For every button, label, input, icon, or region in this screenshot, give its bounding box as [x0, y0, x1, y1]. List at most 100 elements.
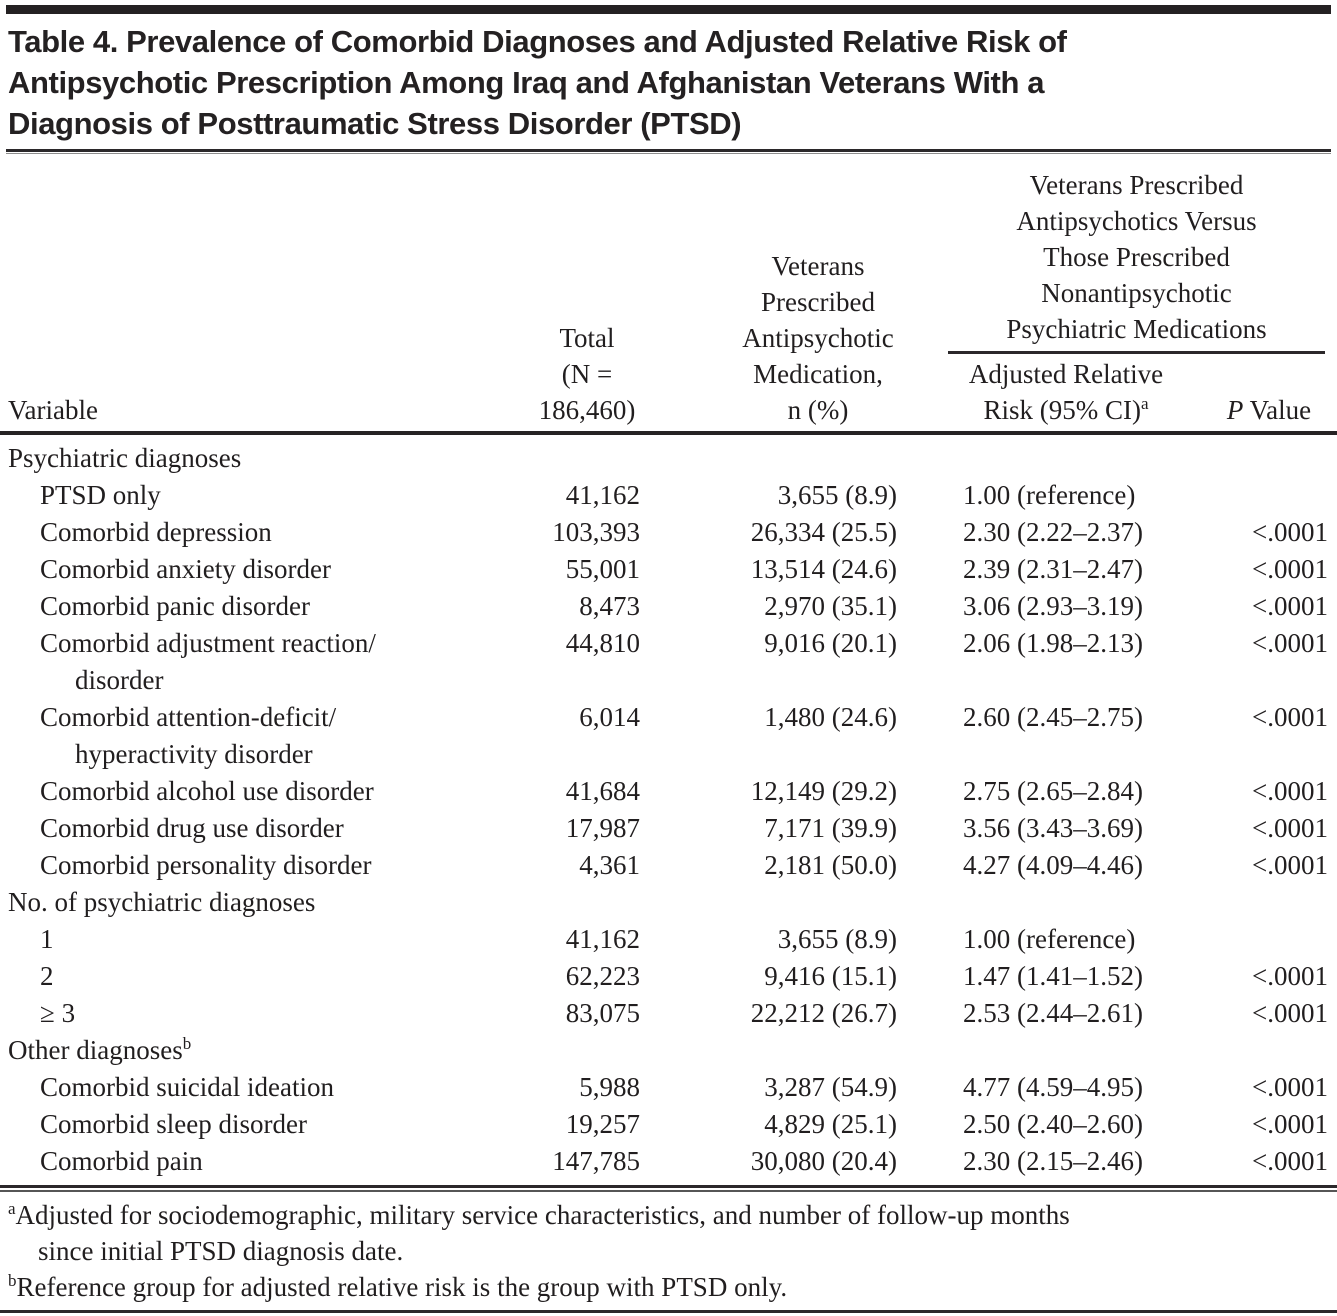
cell-n-percent: 1,480 (24.6)	[764, 702, 897, 732]
cell-n-percent: 30,080 (20.4)	[750, 1146, 897, 1176]
table-row: Comorbid pain 147,785 30,080 (20.4) 2.30 (2…	[0, 1143, 1337, 1180]
cell-total: 8,473	[579, 591, 640, 621]
cell-n-percent: 9,416 (15.1)	[764, 961, 897, 991]
title-rule	[6, 149, 1331, 154]
column-header-p-value: P Value	[1226, 395, 1312, 425]
cell-total: 62,223	[565, 961, 640, 991]
cell-adjusted-relative-risk: 2.06 (1.98–2.13)	[963, 628, 1143, 658]
cell-n-percent: 3,287 (54.9)	[764, 1072, 897, 1102]
row-label: Comorbid pain	[40, 1146, 203, 1176]
cell-total: 17,987	[565, 813, 640, 843]
cell-n-percent: 3,655 (8.9)	[777, 480, 897, 510]
table-row: Comorbid drug use disorder 17,987 7,171 (3…	[0, 810, 1337, 847]
column-header-total: Total (N = 186,460)	[538, 323, 636, 425]
cell-p-value: <.0001	[1252, 591, 1328, 621]
cell-total: 41,684	[565, 776, 640, 806]
table-row: Comorbid panic disorder 8,473 2,970 (35.1)…	[0, 588, 1337, 625]
cell-adjusted-relative-risk: 4.77 (4.59–4.95)	[963, 1072, 1143, 1102]
row-label: Comorbid sleep disorder	[40, 1109, 307, 1139]
table-row: Comorbid depression 103,393 26,334 (25.5) 2…	[0, 514, 1337, 551]
row-label: Comorbid drug use disorder	[40, 813, 344, 843]
cell-n-percent: 2,181 (50.0)	[764, 850, 897, 880]
cell-n-percent: 22,212 (26.7)	[750, 998, 897, 1028]
row-label: Comorbid panic disorder	[40, 591, 310, 621]
table-body: Psychiatric diagnoses PTSD only 41,162 3,65…	[0, 435, 1337, 1180]
cell-p-value: <.0001	[1252, 961, 1328, 991]
cell-n-percent: 12,149 (29.2)	[750, 776, 897, 806]
cell-adjusted-relative-risk: 1.00 (reference)	[963, 480, 1136, 510]
cell-adjusted-relative-risk: 3.06 (2.93–3.19)	[963, 591, 1143, 621]
cell-adjusted-relative-risk: 2.60 (2.45–2.75)	[963, 702, 1143, 732]
row-label: Comorbid depression	[40, 517, 272, 547]
footnote-b-marker: b	[8, 1271, 17, 1290]
table-row: Comorbid anxiety disorder 55,001 13,514 (2…	[0, 551, 1337, 588]
cell-total: 55,001	[565, 554, 640, 584]
cell-n-percent: 26,334 (25.5)	[750, 517, 897, 547]
cell-n-percent: 3,655 (8.9)	[777, 924, 897, 954]
footnote-b: bReference group for adjusted relative r…	[8, 1271, 788, 1302]
column-header-adjusted-relative-risk: Adjusted Relative Risk (95% CI)a	[905, 356, 1185, 428]
cell-adjusted-relative-risk: 1.00 (reference)	[963, 924, 1136, 954]
cell-adjusted-relative-risk: 3.56 (3.43–3.69)	[963, 813, 1143, 843]
row-label: 2	[40, 961, 54, 991]
cell-n-percent: 13,514 (24.6)	[750, 554, 897, 584]
row-label: Comorbid alcohol use disorder	[40, 776, 374, 806]
cell-total: 103,393	[552, 517, 640, 547]
section-label: Psychiatric diagnoses	[8, 443, 242, 473]
cell-adjusted-relative-risk: 4.27 (4.09–4.46)	[963, 850, 1143, 880]
table-row: PTSD only 41,162 3,655 (8.9) 1.00 (referenc…	[0, 477, 1337, 514]
table-row: 2 62,223 9,416 (15.1) 1.47 (1.41–1.52) <.000…	[0, 958, 1337, 995]
cell-p-value: <.0001	[1252, 813, 1328, 843]
cell-adjusted-relative-risk: 2.50 (2.40–2.60)	[963, 1109, 1143, 1139]
cell-total: 6,014	[579, 702, 640, 732]
body-bottom-rule	[0, 1185, 1337, 1192]
cell-total: 147,785	[552, 1146, 640, 1176]
table-row: 1 41,162 3,655 (8.9) 1.00 (reference)	[0, 921, 1337, 958]
cell-p-value: <.0001	[1252, 1146, 1328, 1176]
cell-n-percent: 2,970 (35.1)	[764, 591, 897, 621]
spanner-group: Veterans Prescribed Antipsychotics Versu…	[905, 167, 1337, 428]
arr-header-line1: Adjusted Relative	[968, 359, 1164, 389]
cell-p-value: <.0001	[1252, 517, 1328, 547]
cell-adjusted-relative-risk: 2.53 (2.44–2.61)	[963, 998, 1143, 1028]
row-label: Comorbid attention-deficit/ hyperactivit…	[40, 702, 337, 769]
table-row: Other diagnosesb	[0, 1032, 1337, 1069]
footnote-marker-a: a	[1140, 394, 1149, 413]
cell-p-value: <.0001	[1252, 776, 1328, 806]
row-label: Comorbid adjustment reaction/ disorder	[40, 628, 376, 695]
table-row: Comorbid sleep disorder 19,257 4,829 (25.1…	[0, 1106, 1337, 1143]
row-label: ≥ 3	[40, 998, 76, 1028]
table-row: ≥ 3 83,075 22,212 (26.7) 2.53 (2.44–2.61) <.…	[0, 995, 1337, 1032]
cell-n-percent: 4,829 (25.1)	[764, 1109, 897, 1139]
cell-total: 5,988	[579, 1072, 640, 1102]
cell-adjusted-relative-risk: 2.30 (2.15–2.46)	[963, 1146, 1143, 1176]
table-row: Psychiatric diagnoses	[0, 440, 1337, 477]
cell-p-value: <.0001	[1252, 850, 1328, 880]
section-label: Other diagnosesb	[8, 1034, 192, 1065]
table-row: Comorbid attention-deficit/ hyperactivit…	[0, 699, 1337, 773]
row-label: PTSD only	[40, 480, 161, 510]
cell-total: 44,810	[565, 628, 640, 658]
table-header: Variable Total (N = 186,460) Veterans Pr…	[0, 154, 1337, 428]
footnote-a: aAdjusted for sociodemographic, military…	[8, 1199, 1070, 1266]
cell-total: 4,361	[579, 850, 640, 880]
cell-n-percent: 7,171 (39.9)	[764, 813, 897, 843]
section-label: No. of psychiatric diagnoses	[8, 887, 316, 917]
cell-n-percent: 9,016 (20.1)	[764, 628, 897, 658]
top-black-bar	[6, 5, 1331, 14]
cell-adjusted-relative-risk: 2.75 (2.65–2.84)	[963, 776, 1143, 806]
cell-total: 41,162	[565, 480, 640, 510]
spanner-header: Veterans Prescribed Antipsychotics Versu…	[1006, 170, 1267, 344]
cell-adjusted-relative-risk: 1.47 (1.41–1.52)	[963, 961, 1143, 991]
cell-total: 19,257	[565, 1109, 640, 1139]
footnote-marker-b: b	[182, 1034, 192, 1053]
cell-p-value: <.0001	[1252, 998, 1328, 1028]
row-label: Comorbid personality disorder	[40, 850, 372, 880]
header-rule	[0, 431, 1337, 435]
cell-p-value: <.0001	[1252, 554, 1328, 584]
cell-adjusted-relative-risk: 2.30 (2.22–2.37)	[963, 517, 1143, 547]
arr-header-line2: Risk (95% CI)a	[983, 394, 1149, 425]
row-label: Comorbid anxiety disorder	[40, 554, 331, 584]
table-bottom-rule	[0, 1310, 1337, 1316]
